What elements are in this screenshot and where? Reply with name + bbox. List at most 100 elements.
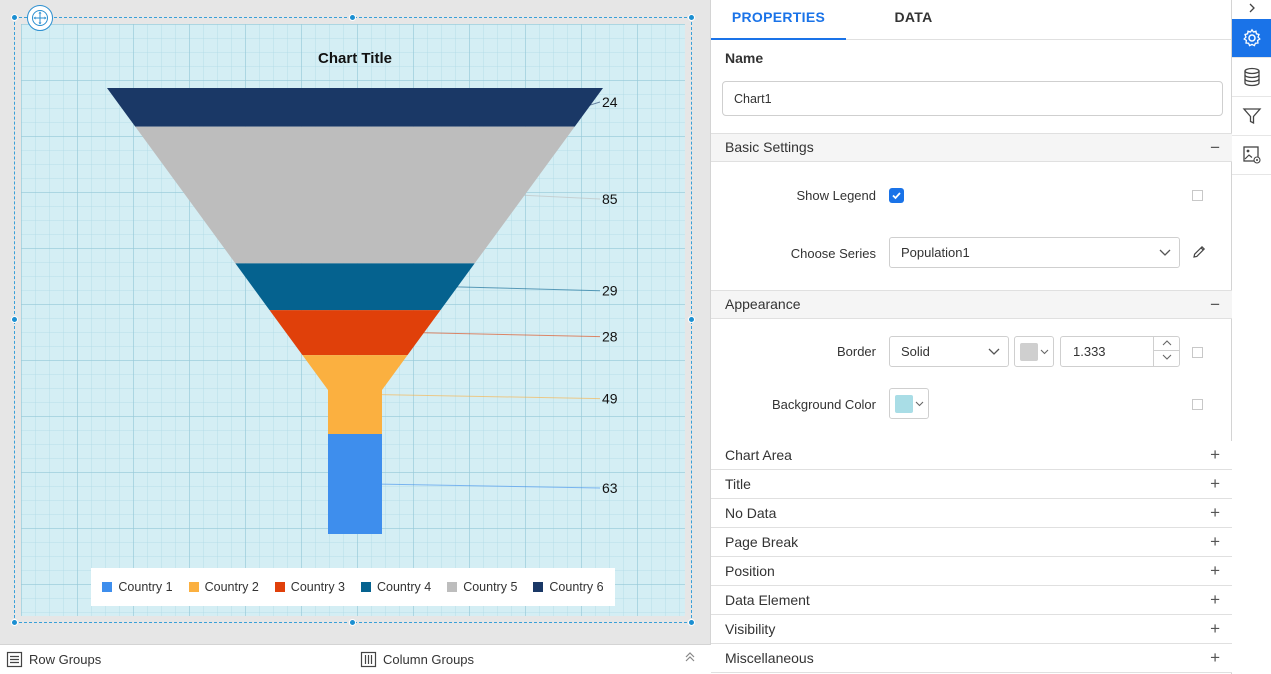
resize-handle-top-right[interactable] [688,14,695,21]
panel-tabs: PROPERTIES DATA [711,0,1231,40]
resize-handle-top-left[interactable] [11,14,18,21]
legend-swatch [533,582,544,592]
border-style-dropdown[interactable]: Solid [889,336,1009,367]
border-color-picker[interactable] [1014,336,1054,367]
border-expression-checkbox[interactable] [1192,347,1203,358]
resize-handle-right[interactable] [688,316,695,323]
row-groups-label: Row Groups [29,652,102,667]
database-icon[interactable] [1232,58,1271,97]
collapse-icon[interactable]: − [1210,295,1220,314]
funnel-chart: 24 85 29 28 49 63 [107,88,618,534]
section-title: No Data [725,505,777,521]
legend-label: Country 4 [377,580,432,594]
checkmark-icon [892,192,901,200]
data-label: 63 [602,480,618,496]
resize-handle-top[interactable] [349,14,356,21]
resize-handle-left[interactable] [11,316,18,323]
legend-item[interactable]: Country 3 [274,580,345,594]
group-footer: Row Groups Column Groups [0,644,711,674]
design-surface: Chart Title 24 85 29 28 49 63 Country 1 Countr… [0,0,711,674]
section-visibility[interactable]: Visibility + [711,615,1232,644]
section-title: Position [725,563,775,579]
expand-icon[interactable]: + [1210,561,1220,580]
spin-up-icon[interactable] [1154,337,1179,351]
properties-panel: PROPERTIES DATA Name Basic Settings − Sh… [711,0,1232,674]
section-title[interactable]: Title + [711,470,1232,499]
connector-line [375,394,601,400]
expand-icon[interactable]: + [1210,445,1220,464]
image-settings-icon[interactable] [1232,136,1271,175]
collapse-icon[interactable]: − [1210,138,1220,157]
legend-swatch [188,582,199,592]
legend-item[interactable]: Country 5 [447,580,517,594]
data-label: 85 [602,191,618,207]
section-no-data[interactable]: No Data + [711,499,1232,528]
background-color-picker[interactable] [889,388,929,419]
chevron-down-icon [1040,343,1049,364]
legend-item[interactable]: Country 4 [361,580,431,594]
icon-rail [1232,0,1271,674]
settings-icon[interactable] [1232,19,1271,58]
chevron-right-icon[interactable] [1232,0,1271,19]
legend-swatch [447,582,458,592]
border-style-value: Solid [901,344,930,359]
funnel-segment-country-2 [302,355,408,434]
expand-icon[interactable]: + [1210,590,1220,609]
choose-series-label: Choose Series [790,246,876,261]
background-color-label: Background Color [771,397,876,412]
name-input[interactable] [722,81,1223,116]
section-miscellaneous[interactable]: Miscellaneous + [711,644,1232,673]
column-groups-label: Column Groups [383,652,475,667]
legend-label: Country 1 [118,580,173,594]
move-handle-icon[interactable] [27,5,53,31]
chevron-down-icon [1159,238,1171,277]
funnel-segment-country-5 [135,126,575,264]
border-width-spinner[interactable] [1153,337,1179,366]
section-basic-settings[interactable]: Basic Settings − [711,133,1232,162]
section-title: Title [725,476,751,492]
data-label: 24 [602,94,618,110]
section-chart-area[interactable]: Chart Area + [711,441,1232,470]
row-groups-button[interactable]: Row Groups [6,651,101,668]
border-width-input[interactable]: 1.333 [1060,336,1180,367]
expand-icon[interactable]: + [1210,619,1220,638]
tab-data[interactable]: DATA [894,9,933,25]
choose-series-dropdown[interactable]: Population1 [889,237,1180,268]
collapse-groups-icon[interactable] [684,651,696,666]
legend-swatch [274,582,285,592]
section-title: Visibility [725,621,776,637]
legend-item[interactable]: Country 6 [533,580,604,594]
connector-line [417,332,601,338]
canvas: Chart Title 24 85 29 28 49 63 Country 1 Countr… [11,5,695,626]
edit-series-pencil-icon[interactable] [1191,244,1207,265]
background-color-expression-checkbox[interactable] [1192,399,1203,410]
resize-handle-bottom[interactable] [349,619,356,626]
expand-icon[interactable]: + [1210,474,1220,493]
resize-handle-bottom-right[interactable] [688,619,695,626]
data-label: 49 [602,391,618,407]
resize-handle-bottom-left[interactable] [11,619,18,626]
section-page-break[interactable]: Page Break + [711,528,1232,557]
filter-icon[interactable] [1232,97,1271,136]
section-basic-settings-title: Basic Settings [725,139,814,155]
show-legend-expression-checkbox[interactable] [1192,190,1203,201]
spin-down-icon[interactable] [1154,351,1179,365]
section-position[interactable]: Position + [711,557,1232,586]
legend-item[interactable]: Country 1 [102,580,173,594]
border-width-value: 1.333 [1073,344,1106,359]
expand-icon[interactable]: + [1210,532,1220,551]
data-label: 29 [602,283,618,299]
funnel-segment-country-4 [235,263,475,311]
tab-properties[interactable]: PROPERTIES [711,0,846,40]
column-groups-button[interactable]: Column Groups [360,651,474,668]
legend-label: Country 5 [463,580,518,594]
name-label: Name [725,50,764,66]
section-data-element[interactable]: Data Element + [711,586,1232,615]
chevron-down-icon [988,337,1000,376]
show-legend-checkbox[interactable] [889,188,904,203]
legend-item[interactable]: Country 2 [188,580,259,594]
expand-icon[interactable]: + [1210,648,1220,667]
expand-icon[interactable]: + [1210,503,1220,522]
section-appearance[interactable]: Appearance − [711,290,1232,319]
